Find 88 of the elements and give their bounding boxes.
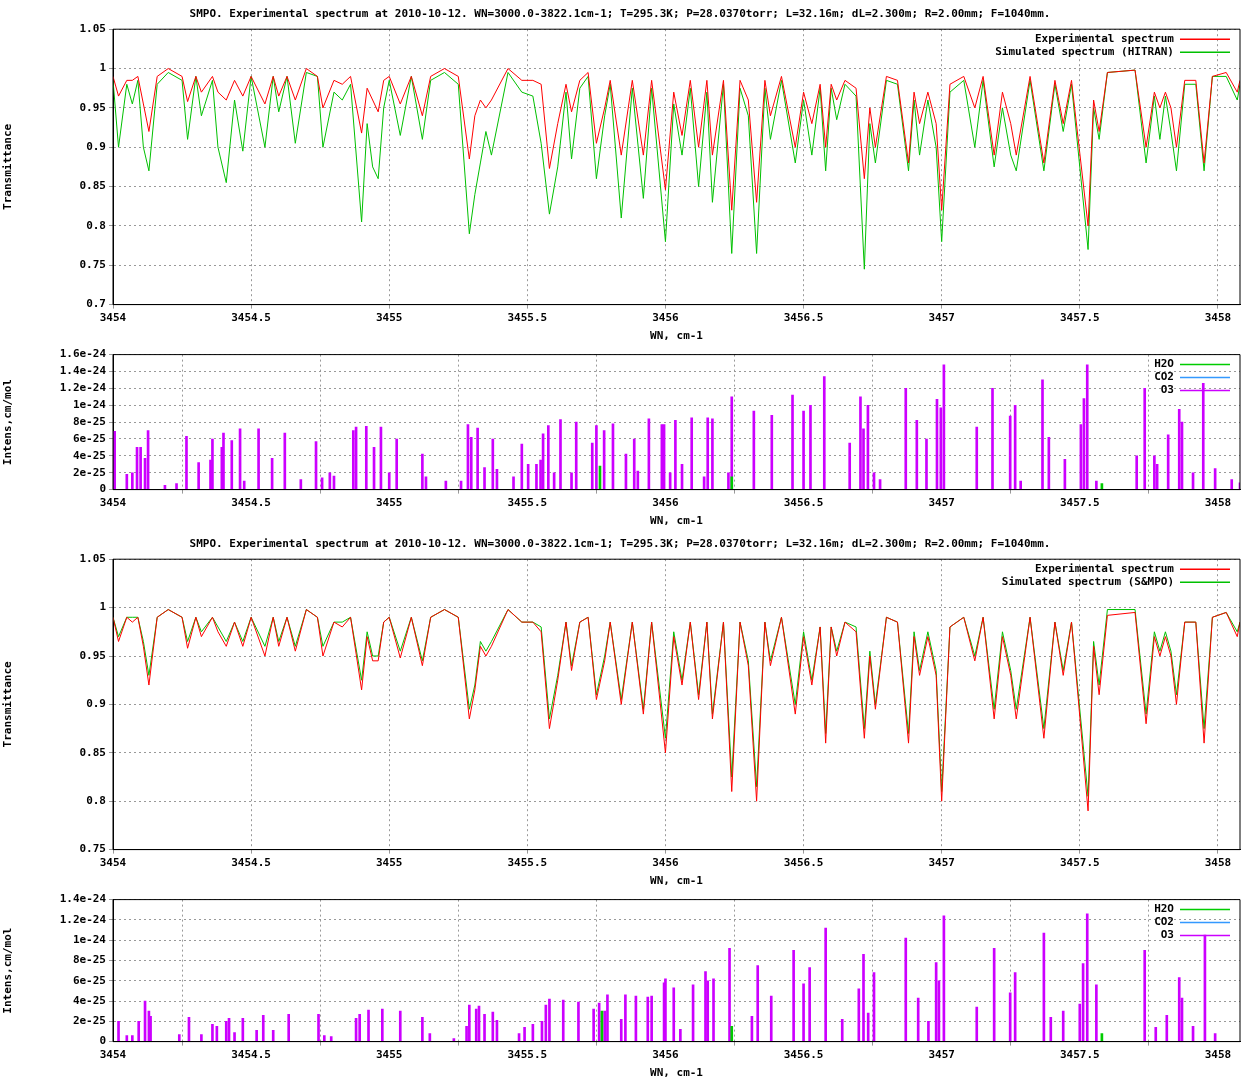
x-tick-label: 3454 <box>99 496 127 510</box>
x-tick-label: 3457 <box>928 311 955 325</box>
x-tick-label: 3456 <box>652 311 680 325</box>
y-tick-label: 0 <box>99 1034 106 1048</box>
y-tick-label: 0.75 <box>79 842 106 856</box>
legend-label: Simulated spectrum (S&MPO) <box>1001 575 1174 589</box>
y-tick-label: 0.7 <box>86 297 106 311</box>
y-tick-label: 4e-25 <box>72 448 106 462</box>
x-axis-title: WN, cm-1 <box>650 514 704 528</box>
x-axis-title: WN, cm-1 <box>650 874 704 888</box>
y-tick-label: 8e-25 <box>72 953 106 967</box>
y-axis-title: Transmittance <box>1 123 15 210</box>
x-tick-label: 3458 <box>1204 496 1232 510</box>
y-tick-label: 1e-24 <box>72 398 107 412</box>
y-tick-label: 1e-24 <box>72 933 107 947</box>
y-tick-label: 1.2e-24 <box>59 381 107 395</box>
x-tick-label: 3456.5 <box>783 496 824 510</box>
legend-label: H2O <box>1154 902 1175 916</box>
x-tick-label: 3454.5 <box>231 496 271 510</box>
x-tick-label: 3457 <box>928 1048 955 1062</box>
x-tick-label: 3455 <box>375 496 403 510</box>
x-tick-label: 3457.5 <box>1059 856 1100 870</box>
legend-label: H2O <box>1154 357 1175 371</box>
x-tick-label: 3457 <box>928 856 955 870</box>
y-axis-title: Transmittance <box>1 660 15 748</box>
y-tick-label: 0.9 <box>86 697 106 711</box>
x-tick-label: 3456 <box>652 1048 680 1062</box>
legend-label: O3 <box>1160 383 1174 397</box>
y-axis-title: Intens,cm/mol <box>1 379 15 466</box>
x-tick-label: 3458 <box>1204 311 1232 325</box>
x-tick-label: 3458 <box>1204 856 1232 870</box>
x-tick-label: 3457 <box>928 496 955 510</box>
y-tick-label: 1.4e-24 <box>59 364 107 378</box>
y-tick-label: 1.05 <box>79 22 106 36</box>
y-tick-label: 8e-25 <box>72 414 106 428</box>
x-axis-title: WN, cm-1 <box>650 1066 704 1080</box>
x-tick-label: 3456.5 <box>783 856 824 870</box>
x-tick-label: 3455.5 <box>507 1048 548 1062</box>
legend-label: Simulated spectrum (HITRAN) <box>995 45 1174 59</box>
y-tick-label: 0.8 <box>86 218 106 232</box>
x-tick-label: 3454.5 <box>231 1048 271 1062</box>
x-tick-label: 3455.5 <box>507 311 548 325</box>
legend-label: CO2 <box>1154 915 1174 929</box>
x-tick-label: 3455 <box>375 311 403 325</box>
legend-label: Experimental spectrum <box>1034 32 1175 46</box>
x-tick-label: 3456.5 <box>783 1048 824 1062</box>
chart-title: SMPO. Experimental spectrum at 2010-10-12. WN=3000.0-3822.1cm-1; T=295.3K; P=28.0370torr; L=32.16m; dL=2.300m; R=2.00mm; F=1040mm. <box>189 7 1051 21</box>
y-tick-label: 6e-25 <box>72 431 106 445</box>
x-tick-label: 3455.5 <box>507 496 548 510</box>
y-tick-label: 1.2e-24 <box>59 912 107 926</box>
legend-label: O3 <box>1160 928 1174 942</box>
x-tick-label: 3456 <box>652 496 680 510</box>
x-tick-label: 3458 <box>1204 1048 1232 1062</box>
y-tick-label: 1 <box>99 600 107 614</box>
y-tick-label: 1.4e-24 <box>59 892 107 906</box>
y-tick-label: 0.95 <box>79 648 106 662</box>
x-tick-label: 3454.5 <box>231 311 271 325</box>
y-tick-label: 0.95 <box>79 100 106 114</box>
legend-label: CO2 <box>1154 370 1174 384</box>
y-tick-label: 0.75 <box>79 258 106 272</box>
y-tick-label: 2e-25 <box>72 465 106 479</box>
x-tick-label: 3456 <box>652 856 680 870</box>
y-tick-label: 0 <box>99 482 106 496</box>
x-tick-label: 3457.5 <box>1059 1048 1100 1062</box>
x-tick-label: 3455 <box>375 1048 403 1062</box>
x-axis-title: WN, cm-1 <box>650 329 704 343</box>
x-tick-label: 3454 <box>99 311 127 325</box>
y-tick-label: 6e-25 <box>72 973 106 987</box>
chart-title: SMPO. Experimental spectrum at 2010-10-12. WN=3000.0-3822.1cm-1; T=295.3K; P=28.0370torr; L=32.16m; dL=2.300m; R=2.00mm; F=1040mm. <box>189 537 1051 551</box>
x-tick-label: 3454 <box>99 1048 127 1062</box>
x-tick-label: 3454.5 <box>231 856 271 870</box>
y-tick-label: 0.85 <box>79 179 106 193</box>
x-tick-label: 3457.5 <box>1059 496 1100 510</box>
x-tick-label: 3455.5 <box>507 856 548 870</box>
x-tick-label: 3455 <box>375 856 403 870</box>
x-tick-label: 3454 <box>99 856 127 870</box>
y-tick-label: 4e-25 <box>72 993 106 1007</box>
y-tick-label: 0.9 <box>86 140 106 154</box>
y-tick-label: 1.6e-24 <box>59 347 107 361</box>
y-tick-label: 2e-25 <box>72 1014 106 1028</box>
legend-label: Experimental spectrum <box>1034 562 1175 576</box>
y-tick-label: 1 <box>99 61 107 75</box>
y-tick-label: 1.05 <box>79 552 106 566</box>
y-axis-title: Intens,cm/mol <box>1 927 15 1014</box>
x-tick-label: 3457.5 <box>1059 311 1100 325</box>
y-tick-label: 0.8 <box>86 794 106 808</box>
y-tick-label: 0.85 <box>79 745 106 759</box>
x-tick-label: 3456.5 <box>783 311 824 325</box>
